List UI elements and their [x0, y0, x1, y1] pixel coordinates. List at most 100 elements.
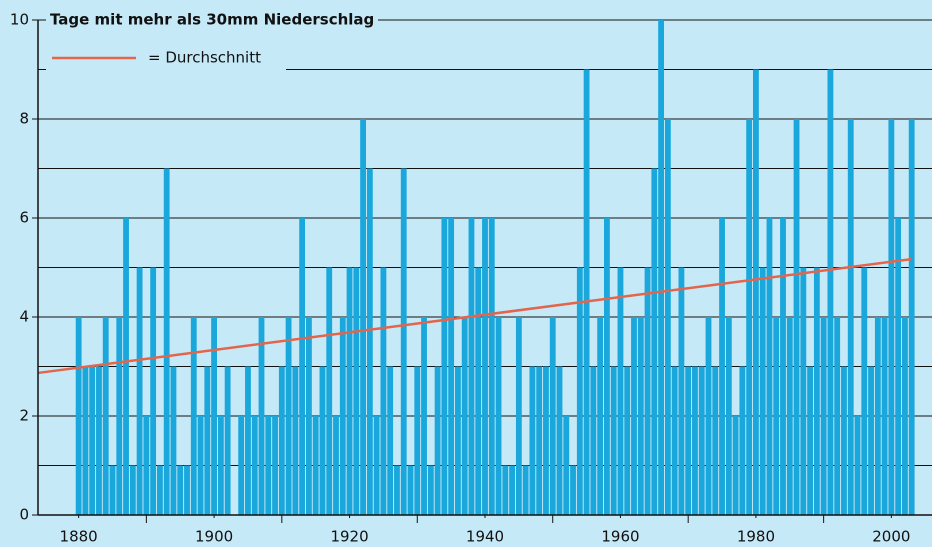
bar: [773, 317, 780, 515]
bar: [800, 267, 807, 515]
y-tick-label: 2: [19, 407, 29, 425]
bar: [265, 416, 272, 515]
bars: [75, 20, 915, 515]
x-tick-label: 1900: [195, 528, 233, 546]
bar: [326, 267, 333, 515]
chart-title: Tage mit mehr als 30mm Niederschlag: [50, 11, 374, 29]
bar: [786, 317, 793, 515]
bar: [895, 218, 902, 515]
bar: [163, 168, 170, 515]
foreground: 0 2 4 6 8 10 1880 1900 1920 1940 1960 1980 2000: [10, 11, 932, 546]
bar: [536, 366, 543, 515]
bar: [102, 317, 109, 515]
bar: [752, 69, 759, 515]
bar: [766, 218, 773, 515]
bar: [502, 465, 509, 515]
bar: [664, 119, 671, 515]
bar: [197, 416, 204, 515]
bar: [698, 366, 705, 515]
bar: [685, 366, 692, 515]
bar: [556, 366, 563, 515]
bar: [82, 366, 89, 515]
bar: [143, 416, 150, 515]
bar: [366, 168, 373, 515]
trend-line: [37, 257, 912, 375]
bar: [339, 317, 346, 515]
bar: [299, 218, 306, 515]
bar: [441, 218, 448, 515]
bar: [854, 416, 861, 515]
bar: [570, 465, 576, 515]
bar: [427, 465, 434, 515]
bar: [617, 267, 624, 515]
bar: [373, 416, 380, 515]
bar: [543, 366, 549, 515]
bar: [631, 317, 637, 515]
bar: [475, 267, 482, 515]
bar: [292, 366, 299, 515]
y-tick-label: 6: [19, 209, 29, 227]
bar: [346, 267, 353, 515]
bar: [590, 366, 597, 515]
bar: [156, 465, 163, 515]
bar: [732, 416, 739, 515]
bar: [515, 317, 522, 515]
bar: [421, 317, 427, 515]
bar: [380, 267, 387, 515]
bar: [509, 465, 516, 515]
y-tick-label: 10: [10, 11, 29, 29]
bar: [360, 119, 367, 515]
bar: [461, 317, 468, 515]
bar: [868, 366, 874, 515]
bar: [563, 416, 570, 515]
bar: [488, 218, 495, 515]
bar: [190, 317, 197, 515]
bar: [224, 366, 231, 515]
bar: [610, 366, 617, 515]
bar: [75, 317, 82, 515]
bar: [150, 267, 157, 515]
y-tick-label: 8: [19, 110, 29, 128]
bar: [278, 366, 285, 515]
bar: [177, 465, 184, 515]
x-tick-label: 1880: [60, 528, 98, 546]
bar: [454, 366, 461, 515]
bar: [400, 168, 407, 515]
bar: [549, 317, 556, 515]
bar: [881, 317, 888, 515]
bar: [184, 465, 190, 515]
bar: [603, 218, 610, 515]
bar: [813, 267, 820, 515]
bar: [901, 317, 908, 515]
bar: [820, 317, 827, 515]
bar: [888, 119, 895, 515]
x-tick-label: 2000: [872, 528, 910, 546]
bar: [211, 317, 218, 515]
bar: [468, 218, 475, 515]
bar: [251, 416, 258, 515]
bar: [780, 218, 786, 515]
bar: [841, 366, 847, 515]
bar: [522, 465, 529, 515]
legend-label: = Durchschnitt: [148, 49, 261, 67]
bar: [834, 317, 841, 515]
bar: [272, 416, 278, 515]
bar: [678, 267, 685, 515]
bar: [217, 416, 224, 515]
bar: [129, 465, 136, 515]
bar: [705, 317, 712, 515]
bar: [285, 317, 292, 515]
bar: [414, 366, 421, 515]
bar: [759, 267, 766, 515]
bar: [258, 317, 265, 515]
bar: [583, 69, 590, 515]
bar: [624, 366, 631, 515]
bar: [109, 465, 116, 515]
bar: [827, 69, 834, 515]
bar: [394, 465, 400, 515]
bar: [238, 416, 245, 515]
bar: [319, 366, 326, 515]
bar: [793, 119, 800, 515]
bar: [874, 317, 881, 515]
